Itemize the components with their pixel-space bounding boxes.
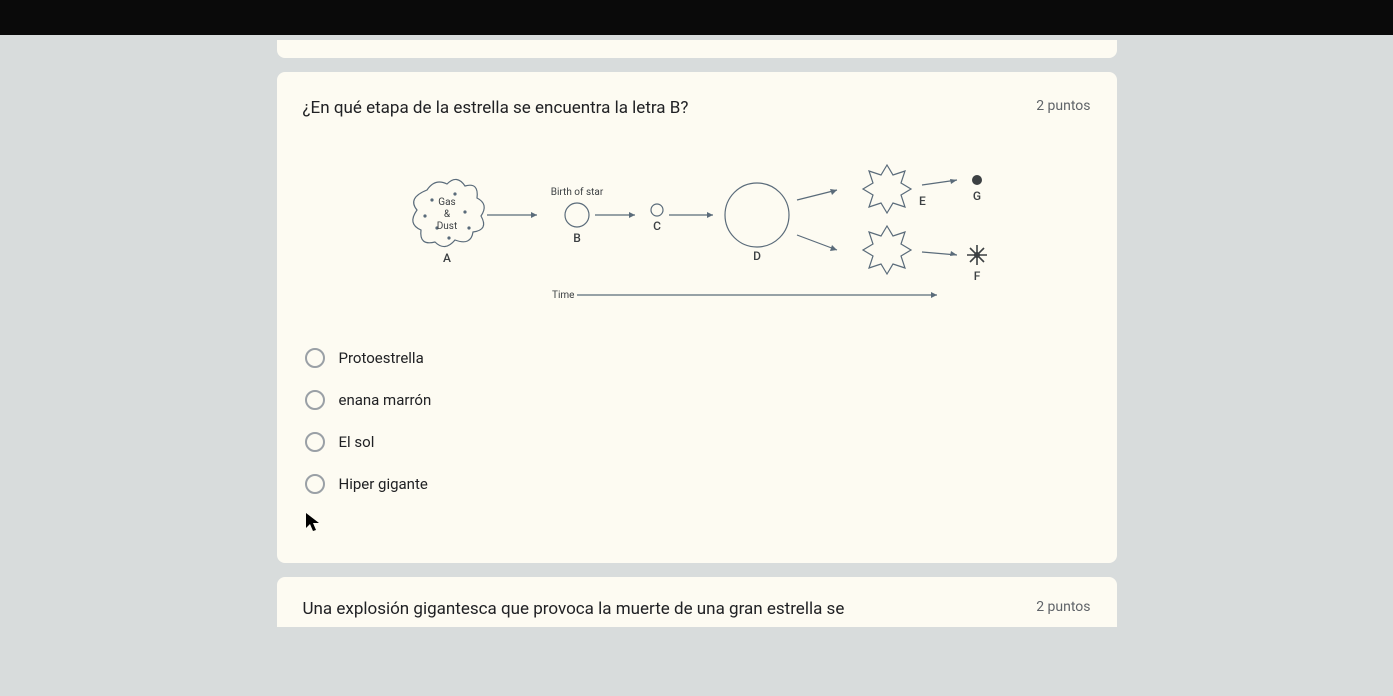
- node-d-circle: [725, 183, 789, 247]
- label-e: E: [919, 194, 926, 208]
- option-el-sol[interactable]: El sol: [305, 432, 1091, 452]
- radio-icon: [305, 390, 325, 410]
- next-question-header: Una explosión gigantesca que provoca la …: [303, 599, 1091, 619]
- star-lifecycle-diagram: Gas & Dust A Birth of star B: [377, 150, 1017, 320]
- diagram-container: Gas & Dust A Birth of star B: [303, 138, 1091, 348]
- option-protoestrella[interactable]: Protoestrella: [305, 348, 1091, 368]
- option-label: enana marrón: [339, 391, 432, 409]
- node-a-text-gas: Gas: [438, 197, 455, 208]
- options-list: Protoestrella enana marrón El sol Hiper …: [303, 348, 1091, 494]
- previous-card-stub: [277, 40, 1117, 58]
- option-enana-marron[interactable]: enana marrón: [305, 390, 1091, 410]
- node-c-circle: [651, 204, 663, 216]
- node-b-circle: [565, 203, 589, 227]
- node-g-dot: [972, 175, 982, 185]
- question-points: 2 puntos: [1016, 98, 1090, 114]
- question-header: ¿En qué etapa de la estrella se encuentr…: [303, 98, 1091, 118]
- option-hiper-gigante[interactable]: Hiper gigante: [305, 474, 1091, 494]
- radio-icon: [305, 474, 325, 494]
- option-label: Hiper gigante: [339, 475, 428, 493]
- label-c: C: [653, 219, 661, 233]
- question-title: ¿En qué etapa de la estrella se encuentr…: [303, 98, 689, 118]
- timeline-label: Time: [552, 290, 574, 301]
- node-e2-starburst: [863, 226, 911, 274]
- label-f: F: [973, 269, 980, 283]
- next-question-points: 2 puntos: [1016, 599, 1090, 615]
- label-b: B: [573, 231, 581, 245]
- label-d: D: [753, 249, 761, 263]
- option-label: El sol: [339, 433, 375, 451]
- edge-d-e-down: [797, 235, 837, 250]
- node-a-text-dust: Dust: [436, 221, 457, 232]
- node-f-sparkle: [967, 245, 987, 265]
- node-a-text-amp: &: [443, 209, 450, 220]
- radio-icon: [305, 348, 325, 368]
- label-a: A: [443, 251, 451, 265]
- cursor-icon: [305, 512, 1091, 537]
- radio-icon: [305, 432, 325, 452]
- option-label: Protoestrella: [339, 349, 424, 367]
- next-question-card: Una explosión gigantesca que provoca la …: [277, 577, 1117, 627]
- page-container: ¿En qué etapa de la estrella se encuentr…: [0, 0, 1393, 627]
- label-g: G: [972, 189, 980, 203]
- question-card: ¿En qué etapa de la estrella se encuentr…: [277, 72, 1117, 563]
- node-e-starburst: [863, 165, 911, 213]
- next-question-title: Una explosión gigantesca que provoca la …: [303, 599, 845, 619]
- caption-b: Birth of star: [550, 186, 603, 198]
